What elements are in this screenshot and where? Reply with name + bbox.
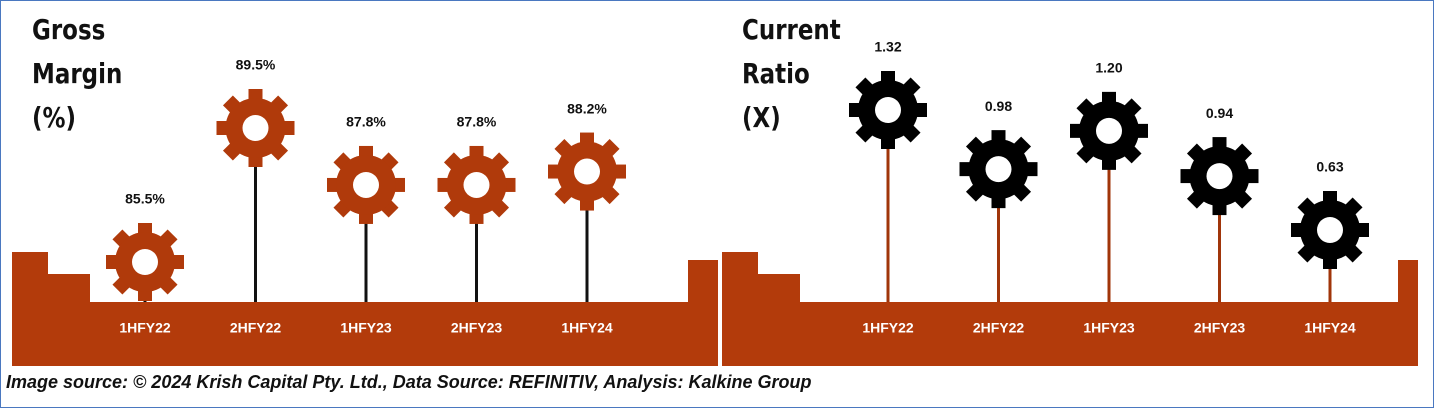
gear (216, 89, 295, 167)
value-label: 0.98 (985, 98, 1012, 114)
category-label: 1HFY23 (340, 320, 392, 336)
gear-hole (985, 156, 1012, 183)
gear-hole (463, 171, 490, 198)
value-label: 88.2% (567, 100, 607, 116)
value-label: 87.8% (457, 114, 497, 130)
value-label: 0.63 (1316, 159, 1343, 175)
value-label: 0.94 (1206, 105, 1233, 121)
source-note: Image source: © 2024 Krish Capital Pty. … (6, 372, 812, 392)
category-label: 1HFY22 (119, 320, 171, 336)
gear (548, 132, 626, 211)
value-label: 1.32 (874, 39, 901, 55)
category-label: 2HFY23 (451, 320, 503, 336)
gear-hole (242, 115, 269, 141)
category-label: 2HFY22 (973, 320, 1025, 336)
category-label: 2HFY22 (230, 320, 282, 336)
gear (959, 130, 1038, 209)
gear-hole (1206, 163, 1233, 190)
value-label: 85.5% (125, 191, 165, 207)
gear (106, 223, 184, 301)
base-step (1398, 260, 1418, 310)
gear-hole (132, 249, 158, 275)
gear-hole (574, 158, 600, 185)
base-step (758, 274, 800, 314)
gear-hole (1317, 217, 1343, 243)
base-step (722, 252, 758, 312)
value-label: 89.5% (236, 57, 276, 73)
base-step (48, 274, 90, 314)
category-label: 1HFY24 (561, 320, 613, 336)
gear (327, 145, 405, 224)
gear-hole (875, 97, 901, 123)
category-label: 2HFY23 (1194, 320, 1246, 336)
gear (1070, 91, 1148, 170)
base-step (12, 252, 48, 312)
value-label: 87.8% (346, 114, 386, 130)
category-label: 1HFY23 (1083, 320, 1135, 336)
gear (1291, 191, 1369, 269)
chart-title: Gross Margin (%) (32, 13, 123, 134)
value-label: 1.20 (1095, 60, 1122, 76)
category-label: 1HFY22 (862, 320, 914, 336)
gear-hole (353, 171, 379, 198)
gear-hole (1096, 117, 1122, 144)
gear (1180, 137, 1259, 216)
base (722, 302, 1418, 366)
gear (849, 71, 927, 149)
base-step (688, 260, 718, 310)
base (12, 302, 718, 366)
gear (437, 145, 516, 224)
category-label: 1HFY24 (1304, 320, 1356, 336)
chart-title: Current Ratio (X) (742, 13, 841, 134)
